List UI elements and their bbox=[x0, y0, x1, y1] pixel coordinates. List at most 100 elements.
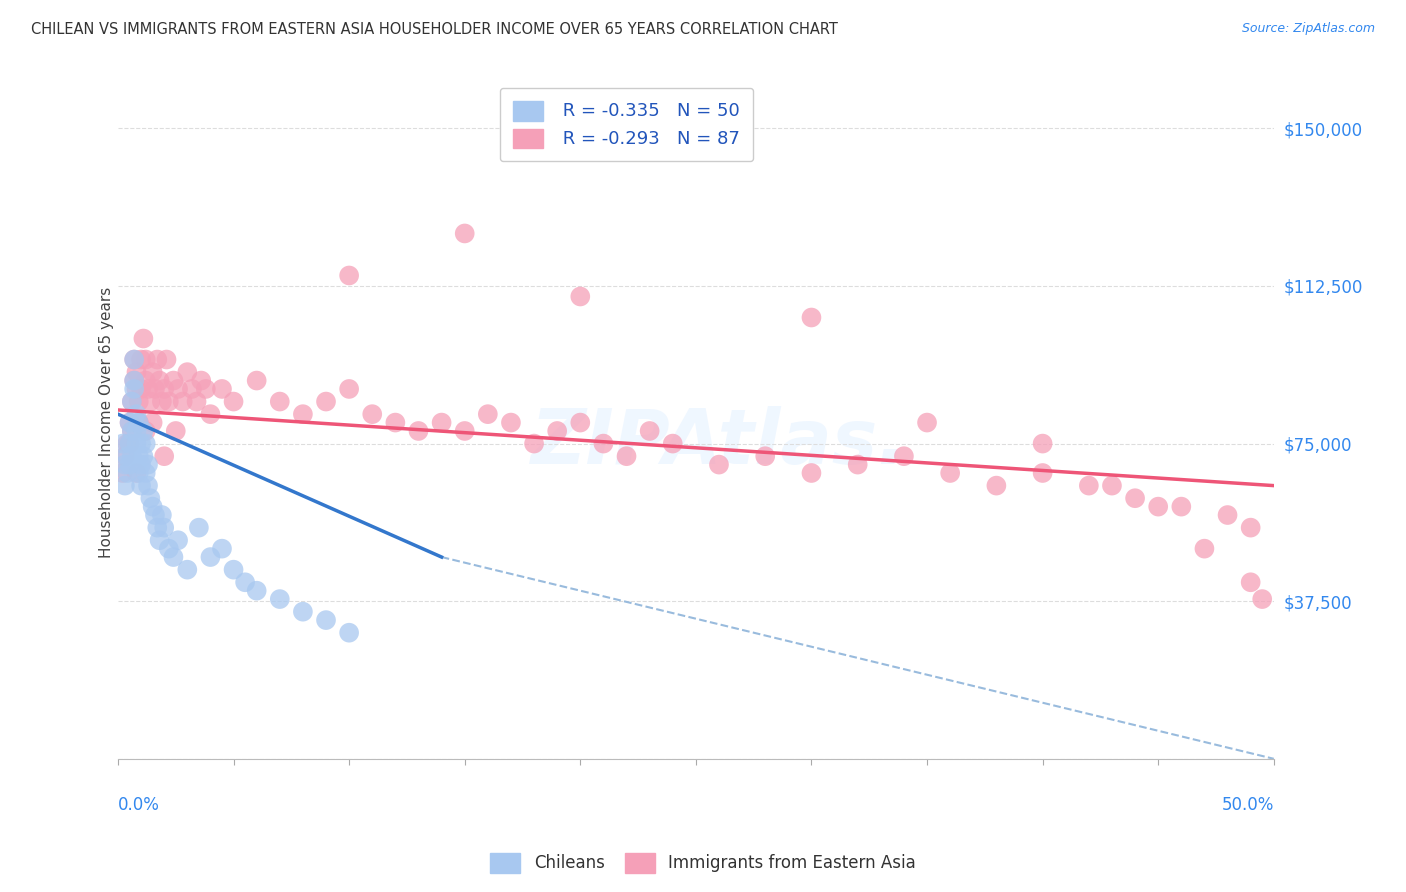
Point bbox=[136, 382, 159, 396]
Point bbox=[146, 352, 169, 367]
Point bbox=[337, 625, 360, 640]
Point bbox=[128, 394, 150, 409]
Point bbox=[122, 352, 145, 367]
Point bbox=[129, 382, 152, 396]
Point bbox=[569, 289, 592, 303]
Point bbox=[153, 382, 176, 396]
Point bbox=[114, 458, 136, 472]
Point bbox=[1032, 466, 1054, 480]
Point bbox=[939, 466, 962, 480]
Point bbox=[1077, 478, 1099, 492]
Point bbox=[122, 382, 145, 396]
Point bbox=[222, 563, 245, 577]
Point bbox=[115, 466, 138, 480]
Point bbox=[408, 424, 430, 438]
Point bbox=[222, 394, 245, 409]
Point bbox=[337, 268, 360, 283]
Point bbox=[430, 416, 453, 430]
Point bbox=[121, 394, 143, 409]
Point bbox=[800, 310, 823, 325]
Point bbox=[1147, 500, 1170, 514]
Point bbox=[111, 436, 134, 450]
Legend: Chileans, Immigrants from Eastern Asia: Chileans, Immigrants from Eastern Asia bbox=[484, 847, 922, 880]
Point bbox=[118, 458, 141, 472]
Point bbox=[115, 449, 138, 463]
Point bbox=[125, 407, 148, 421]
Point bbox=[121, 424, 143, 438]
Text: 0.0%: 0.0% bbox=[118, 796, 160, 814]
Legend:  R = -0.335   N = 50,  R = -0.293   N = 87: R = -0.335 N = 50, R = -0.293 N = 87 bbox=[501, 88, 754, 161]
Point bbox=[361, 407, 384, 421]
Point bbox=[1240, 575, 1263, 590]
Point bbox=[136, 458, 159, 472]
Point bbox=[139, 394, 162, 409]
Point bbox=[128, 466, 150, 480]
Point bbox=[146, 521, 169, 535]
Point bbox=[125, 466, 148, 480]
Point bbox=[211, 541, 233, 556]
Point bbox=[135, 374, 157, 388]
Point bbox=[128, 416, 150, 430]
Point bbox=[167, 382, 190, 396]
Point bbox=[172, 394, 194, 409]
Point bbox=[569, 416, 592, 430]
Point bbox=[167, 533, 190, 548]
Point bbox=[142, 416, 165, 430]
Point bbox=[125, 424, 148, 438]
Point bbox=[194, 382, 217, 396]
Point bbox=[121, 394, 143, 409]
Point bbox=[246, 583, 269, 598]
Point bbox=[135, 424, 157, 438]
Point bbox=[638, 424, 661, 438]
Point bbox=[592, 436, 614, 450]
Point bbox=[800, 466, 823, 480]
Text: ZIPAtlas.: ZIPAtlas. bbox=[531, 406, 907, 480]
Point bbox=[162, 374, 184, 388]
Point bbox=[165, 424, 187, 438]
Point bbox=[1170, 500, 1192, 514]
Point bbox=[148, 374, 170, 388]
Point bbox=[707, 458, 730, 472]
Point bbox=[233, 575, 256, 590]
Point bbox=[661, 436, 683, 450]
Point bbox=[454, 227, 477, 241]
Text: CHILEAN VS IMMIGRANTS FROM EASTERN ASIA HOUSEHOLDER INCOME OVER 65 YEARS CORRELA: CHILEAN VS IMMIGRANTS FROM EASTERN ASIA … bbox=[31, 22, 838, 37]
Point bbox=[986, 478, 1008, 492]
Point bbox=[111, 466, 134, 480]
Point bbox=[176, 365, 198, 379]
Point bbox=[1032, 436, 1054, 450]
Point bbox=[846, 458, 869, 472]
Point bbox=[1240, 521, 1263, 535]
Point bbox=[384, 416, 406, 430]
Point bbox=[129, 458, 152, 472]
Point bbox=[477, 407, 499, 421]
Point bbox=[132, 449, 155, 463]
Point bbox=[143, 382, 166, 396]
Point bbox=[121, 424, 143, 438]
Point bbox=[454, 424, 477, 438]
Point bbox=[211, 382, 233, 396]
Point bbox=[114, 478, 136, 492]
Point bbox=[546, 424, 568, 438]
Text: 50.0%: 50.0% bbox=[1222, 796, 1274, 814]
Point bbox=[135, 466, 157, 480]
Point bbox=[135, 436, 157, 450]
Point bbox=[523, 436, 546, 450]
Point bbox=[269, 394, 291, 409]
Point bbox=[118, 436, 141, 450]
Point bbox=[915, 416, 938, 430]
Point bbox=[1216, 508, 1239, 522]
Point bbox=[128, 449, 150, 463]
Point bbox=[148, 533, 170, 548]
Point bbox=[150, 394, 173, 409]
Text: Source: ZipAtlas.com: Source: ZipAtlas.com bbox=[1241, 22, 1375, 36]
Point bbox=[1123, 491, 1146, 506]
Point bbox=[754, 449, 776, 463]
Point bbox=[157, 394, 180, 409]
Point bbox=[132, 424, 155, 438]
Point bbox=[135, 352, 157, 367]
Point bbox=[893, 449, 915, 463]
Point bbox=[142, 500, 165, 514]
Point bbox=[121, 449, 143, 463]
Point bbox=[1101, 478, 1123, 492]
